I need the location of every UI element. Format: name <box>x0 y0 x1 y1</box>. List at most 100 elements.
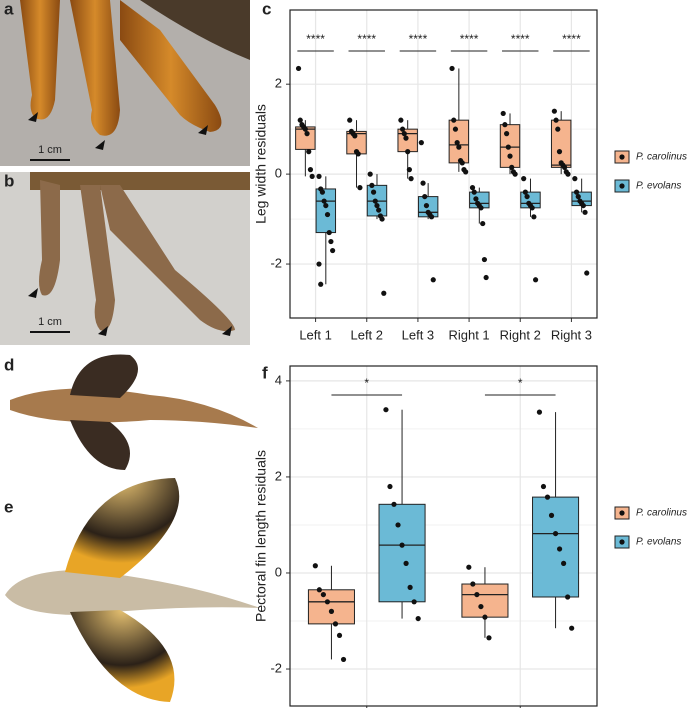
data-point <box>320 591 326 598</box>
panel-label: b <box>4 171 14 190</box>
data-point <box>401 131 407 137</box>
data-point <box>555 126 561 132</box>
data-point <box>304 131 310 137</box>
significance-label: **** <box>511 32 530 46</box>
data-point <box>383 407 389 413</box>
data-point <box>374 202 380 209</box>
y-axis-label: Pectoral fin length residuals <box>253 450 269 622</box>
data-point <box>502 122 508 128</box>
x-tick-label: Left 3 <box>402 327 435 342</box>
scale-bar-label: 1 cm <box>38 316 62 328</box>
photo-a <box>0 0 250 166</box>
data-point <box>454 140 460 146</box>
data-point <box>451 117 457 123</box>
data-point <box>306 149 312 155</box>
panel-label: e <box>4 497 13 516</box>
data-point <box>478 603 484 610</box>
data-point <box>403 135 409 141</box>
data-point <box>509 164 515 170</box>
data-point <box>387 483 393 490</box>
data-point <box>500 110 506 117</box>
legend-label: P. evolans <box>636 181 681 192</box>
legend-label: P. carolinus <box>636 152 687 163</box>
box <box>550 119 572 168</box>
data-point <box>572 176 578 182</box>
data-point <box>403 560 409 566</box>
data-point <box>376 207 382 213</box>
data-point <box>512 171 518 177</box>
data-point <box>408 176 414 182</box>
panel-label: a <box>4 0 14 18</box>
data-point <box>398 117 404 123</box>
photo-d <box>10 354 258 470</box>
data-point <box>411 599 417 605</box>
data-point <box>324 211 331 218</box>
data-point <box>369 182 375 188</box>
data-point <box>395 522 401 528</box>
data-point <box>449 65 455 72</box>
data-point <box>575 193 581 200</box>
y-tick-label: -2 <box>270 255 282 270</box>
data-point <box>552 530 559 537</box>
data-point <box>318 281 324 287</box>
data-point <box>316 173 322 179</box>
legend-key-point <box>619 510 625 516</box>
data-point <box>332 621 339 627</box>
data-point <box>357 185 363 191</box>
data-point <box>391 501 397 507</box>
data-point <box>532 277 539 283</box>
data-point <box>507 153 513 159</box>
x-tick-label: Left 1 <box>299 327 332 342</box>
x-tick-label: Right 3 <box>551 327 592 342</box>
data-point <box>330 247 336 254</box>
data-point <box>418 140 424 146</box>
data-point <box>428 214 435 220</box>
data-point <box>312 563 318 569</box>
y-tick-label: -2 <box>270 660 282 675</box>
box <box>315 188 337 234</box>
data-point <box>307 167 314 173</box>
significance-label: **** <box>460 32 479 46</box>
data-point <box>352 133 358 139</box>
data-point <box>340 656 347 663</box>
data-point <box>326 229 332 236</box>
y-tick-label: 2 <box>275 468 282 483</box>
scale-bar-label: 1 cm <box>38 144 62 156</box>
data-point <box>379 216 385 222</box>
data-point <box>470 581 476 587</box>
box <box>461 583 509 618</box>
data-point <box>297 117 303 123</box>
data-point <box>316 261 322 267</box>
y-tick-label: 2 <box>275 76 282 91</box>
data-point <box>309 173 315 179</box>
panel-label: f <box>262 363 268 382</box>
data-point <box>406 167 412 173</box>
box <box>378 503 426 603</box>
data-point <box>556 149 563 155</box>
plot-border <box>289 365 598 707</box>
panel-label: c <box>262 0 271 18</box>
data-point <box>565 594 571 600</box>
y-tick-label: 0 <box>275 166 282 181</box>
y-axis-label: Leg width residuals <box>253 104 269 224</box>
data-point <box>321 198 327 204</box>
data-point <box>405 149 411 155</box>
data-point <box>565 171 571 177</box>
data-point <box>459 160 465 166</box>
data-point <box>569 625 575 631</box>
data-point <box>474 591 480 598</box>
data-point <box>328 608 335 614</box>
data-point <box>420 180 426 186</box>
data-point <box>302 126 308 132</box>
data-point <box>486 635 492 641</box>
box <box>397 128 418 153</box>
legend-key-point <box>619 183 625 189</box>
legend-key-point <box>619 539 625 545</box>
data-point <box>469 185 476 191</box>
data-point <box>561 164 568 170</box>
data-point <box>471 189 477 195</box>
panel-label: d <box>4 355 14 374</box>
data-point <box>505 144 511 150</box>
data-point <box>452 126 459 132</box>
